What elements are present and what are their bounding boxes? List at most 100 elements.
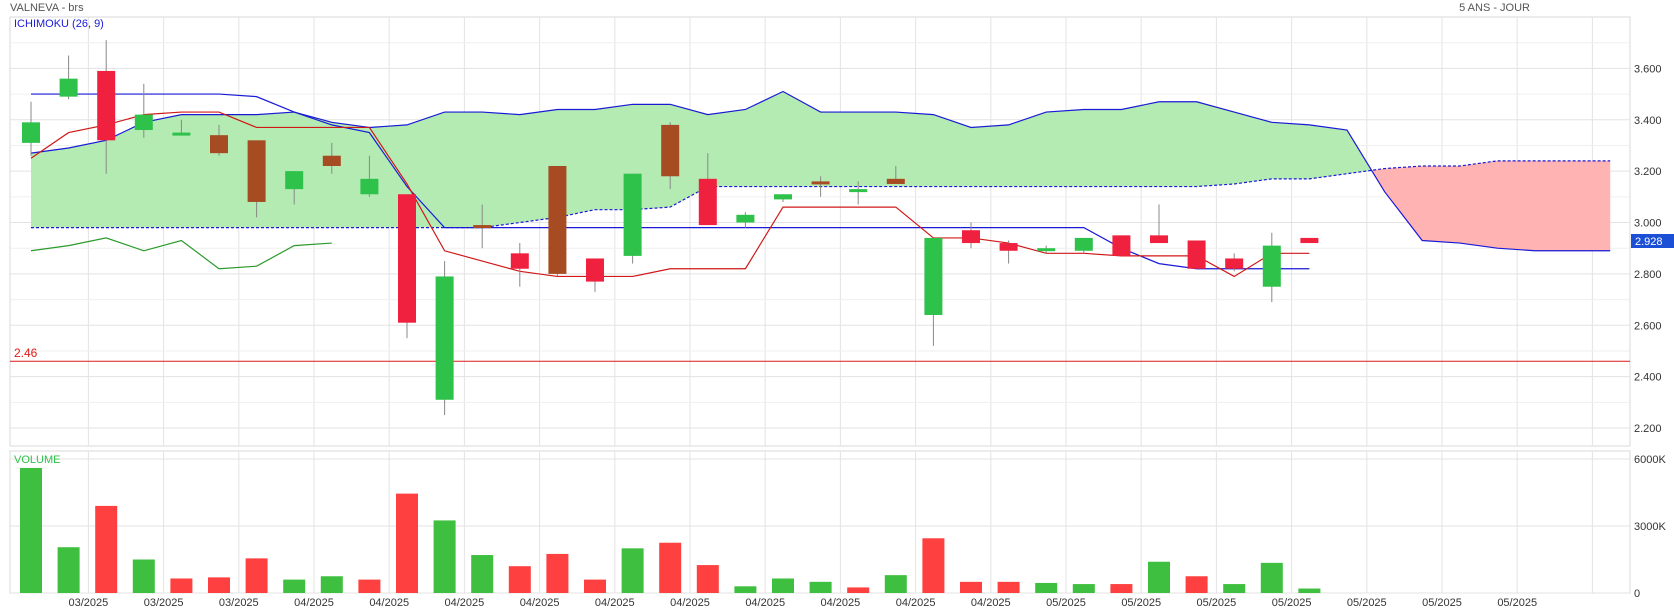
- volume-bar: [734, 586, 757, 593]
- volume-panel: [9, 450, 1631, 594]
- candle: [999, 240, 1018, 264]
- volume-tick-label: 3000K: [1634, 521, 1666, 533]
- candle: [322, 142, 341, 174]
- volume-bar: [997, 581, 1020, 593]
- volume-bar: [1035, 582, 1058, 593]
- volume-bar: [508, 566, 531, 593]
- candle-body: [97, 70, 116, 141]
- y-tick-label: 2.400: [1634, 372, 1662, 384]
- candle: [1300, 237, 1319, 244]
- candle-body: [1037, 248, 1056, 252]
- candle-body: [210, 135, 228, 154]
- candle-body: [999, 243, 1018, 251]
- candle-body: [1262, 245, 1281, 287]
- candle: [1112, 235, 1131, 256]
- candle-body: [510, 253, 529, 269]
- x-tick-label: 05/2025: [1422, 597, 1462, 609]
- candle-body: [1300, 237, 1319, 244]
- volume-title: VOLUME: [14, 454, 60, 466]
- candle: [586, 258, 604, 292]
- last-price-label: 2.928: [1635, 236, 1663, 248]
- candle-body: [774, 194, 792, 200]
- candle: [698, 153, 717, 226]
- volume-bar: [1298, 588, 1321, 593]
- kumo-bearish: [1371, 160, 1611, 251]
- candle-body: [661, 124, 680, 177]
- candle-body: [623, 173, 642, 256]
- candle-body: [1150, 235, 1168, 244]
- candle-body: [473, 225, 492, 229]
- volume-bar: [170, 578, 193, 593]
- candle-body: [398, 194, 416, 323]
- candle: [398, 194, 416, 339]
- candle: [736, 212, 755, 228]
- candle-body: [811, 181, 830, 185]
- x-tick-label: 04/2025: [745, 597, 785, 609]
- volume-bar: [208, 577, 230, 593]
- x-tick-label: 04/2025: [896, 597, 936, 609]
- candle: [285, 171, 304, 205]
- candle: [435, 261, 454, 416]
- x-tick-label: 04/2025: [445, 597, 485, 609]
- candle-body: [134, 114, 153, 131]
- candle-body: [586, 258, 604, 282]
- candle: [774, 194, 792, 202]
- volume-bar: [283, 579, 306, 593]
- x-tick-label: 04/2025: [294, 597, 334, 609]
- volume-bar: [884, 575, 907, 593]
- x-tick-label: 05/2025: [1497, 597, 1537, 609]
- candle: [849, 181, 868, 205]
- candle-body: [59, 78, 78, 97]
- volume-bar: [696, 565, 719, 593]
- chart-title: VALNEVA - brs: [10, 2, 84, 14]
- candle: [1225, 253, 1244, 272]
- candle-body: [172, 132, 191, 136]
- volume-bar: [1185, 576, 1208, 593]
- y-tick-label: 2.200: [1634, 423, 1662, 435]
- volume-bar: [320, 576, 343, 593]
- volume-bar: [1260, 562, 1283, 593]
- candle: [59, 55, 78, 100]
- x-tick-label: 03/2025: [219, 597, 259, 609]
- x-tick-label: 05/2025: [1272, 597, 1312, 609]
- x-tick-label: 03/2025: [144, 597, 184, 609]
- candle-body: [1225, 258, 1244, 269]
- volume-bar: [20, 467, 42, 593]
- x-tick-label: 04/2025: [369, 597, 409, 609]
- x-tick-label: 04/2025: [670, 597, 710, 609]
- volume-bar: [584, 579, 606, 593]
- volume-bar: [922, 538, 945, 593]
- x-tick-label: 05/2025: [1121, 597, 1161, 609]
- volume-bar: [546, 553, 569, 593]
- candle-body: [285, 171, 304, 190]
- kijun-sen-line: [31, 93, 1310, 270]
- period-label[interactable]: 5 ANS - JOUR: [1459, 2, 1530, 14]
- volume-bar: [57, 547, 80, 593]
- volume-bar: [621, 548, 644, 593]
- candle: [1037, 245, 1056, 254]
- x-tick-label: 03/2025: [69, 597, 109, 609]
- volume-tick-label: 6000K: [1634, 454, 1666, 466]
- candle: [360, 155, 379, 197]
- candle: [172, 119, 191, 136]
- x-tick-label: 04/2025: [595, 597, 635, 609]
- kumo-bullish: [31, 91, 1347, 228]
- candle-body: [736, 214, 755, 223]
- volume-bar: [95, 505, 118, 593]
- volume-bar: [1148, 561, 1170, 593]
- candle-body: [886, 178, 905, 184]
- volume-bar: [847, 587, 870, 593]
- candle: [510, 243, 529, 287]
- candle: [924, 237, 943, 346]
- volume-bar: [659, 542, 682, 593]
- candle: [22, 101, 40, 156]
- x-tick-label: 05/2025: [1046, 597, 1086, 609]
- chikou-span-line: [30, 237, 332, 270]
- candle: [661, 122, 680, 190]
- volume-bar: [245, 558, 268, 593]
- candle-body: [360, 178, 379, 195]
- candle-body: [247, 140, 266, 202]
- last-price-tag: [1631, 234, 1674, 249]
- volume-bar: [396, 493, 418, 593]
